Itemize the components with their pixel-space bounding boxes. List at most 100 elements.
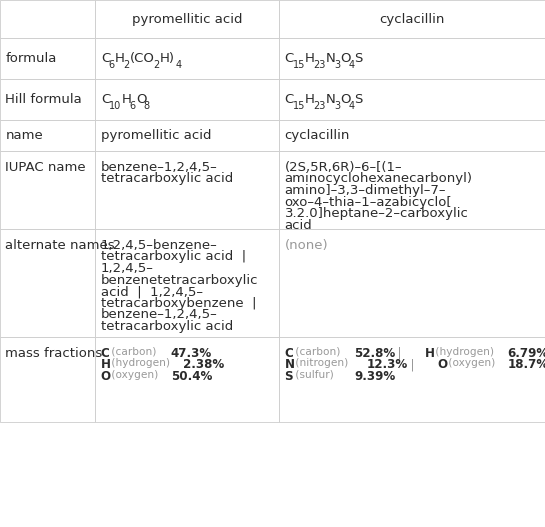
Bar (95, 0, 279, 38)
Text: pyromellitic acid: pyromellitic acid (101, 129, 211, 142)
Text: O: O (438, 358, 447, 372)
Bar (279, 229, 545, 337)
Text: 3: 3 (334, 60, 340, 70)
Text: name: name (5, 129, 43, 142)
Text: 18.7%: 18.7% (507, 358, 545, 372)
Text: 50.4%: 50.4% (171, 370, 212, 383)
Text: (hydrogen): (hydrogen) (108, 358, 173, 368)
Text: S: S (354, 93, 363, 106)
Bar (279, 38, 545, 79)
Text: C: C (284, 347, 293, 360)
Text: (nitrogen): (nitrogen) (292, 358, 352, 368)
Text: amino]–3,3–dimethyl–7–: amino]–3,3–dimethyl–7– (284, 184, 446, 197)
Text: acid: acid (284, 219, 312, 232)
Text: benzene–1,2,4,5–: benzene–1,2,4,5– (101, 161, 217, 174)
Text: N: N (326, 52, 336, 65)
Bar (0, 337, 95, 422)
Bar (0, 120, 95, 151)
Text: 9.39%: 9.39% (354, 370, 396, 383)
Text: 2: 2 (123, 60, 130, 70)
Text: 23: 23 (313, 101, 325, 111)
Text: C: C (284, 93, 294, 106)
Text: |: | (390, 347, 409, 360)
Bar (95, 229, 279, 337)
Bar (279, 120, 545, 151)
Text: H: H (425, 347, 435, 360)
Text: H: H (305, 52, 315, 65)
Text: 1,2,4,5–: 1,2,4,5– (101, 262, 154, 275)
Text: C: C (101, 347, 110, 360)
Text: H): H) (160, 52, 175, 65)
Bar (0, 79, 95, 120)
Text: 10: 10 (109, 101, 121, 111)
Text: tetracarboxylic acid: tetracarboxylic acid (101, 172, 233, 186)
Text: Hill formula: Hill formula (5, 93, 82, 106)
Bar (95, 151, 279, 229)
Bar (95, 38, 279, 79)
Text: (oxygen): (oxygen) (445, 358, 498, 368)
Text: 1,2,4,5–benzene–: 1,2,4,5–benzene– (101, 239, 217, 252)
Text: |: | (403, 358, 422, 372)
Bar (279, 337, 545, 422)
Bar (0, 0, 95, 38)
Text: 23: 23 (313, 60, 325, 70)
Text: benzenetetracarboxylic: benzenetetracarboxylic (101, 274, 258, 287)
Text: 4: 4 (348, 60, 354, 70)
Text: C: C (101, 93, 110, 106)
Text: (oxygen): (oxygen) (108, 370, 162, 380)
Text: 6: 6 (130, 101, 136, 111)
Text: aminocyclohexanecarbonyl): aminocyclohexanecarbonyl) (284, 172, 473, 186)
Text: formula: formula (5, 52, 57, 65)
Text: tetracarboxylic acid  |: tetracarboxylic acid | (101, 250, 246, 264)
Text: (none): (none) (284, 239, 328, 252)
Bar (279, 79, 545, 120)
Text: 2: 2 (154, 60, 160, 70)
Text: pyromellitic acid: pyromellitic acid (132, 13, 243, 26)
Text: acid  |  1,2,4,5–: acid | 1,2,4,5– (101, 285, 203, 298)
Text: O: O (136, 93, 147, 106)
Text: S: S (284, 370, 293, 383)
Text: H: H (305, 93, 315, 106)
Bar (0, 151, 95, 229)
Bar (279, 151, 545, 229)
Text: (carbon): (carbon) (108, 347, 160, 357)
Text: H: H (115, 52, 125, 65)
Bar (279, 0, 545, 38)
Bar (0, 38, 95, 79)
Text: tetracarboxylic acid: tetracarboxylic acid (101, 320, 233, 333)
Bar (95, 79, 279, 120)
Bar (0, 229, 95, 337)
Text: 47.3%: 47.3% (171, 347, 212, 360)
Text: 3.2.0]heptane–2–carboxylic: 3.2.0]heptane–2–carboxylic (284, 207, 468, 220)
Text: (2S,5R,6R)–6–[(1–: (2S,5R,6R)–6–[(1– (284, 161, 402, 174)
Text: O: O (340, 52, 350, 65)
Text: 8: 8 (144, 101, 150, 111)
Text: tetracarboxybenzene  |: tetracarboxybenzene | (101, 297, 256, 310)
Text: H: H (122, 93, 131, 106)
Text: 15: 15 (293, 60, 305, 70)
Text: benzene–1,2,4,5–: benzene–1,2,4,5– (101, 308, 217, 321)
Text: oxo–4–thia–1–azabicyclo[: oxo–4–thia–1–azabicyclo[ (284, 196, 452, 209)
Text: C: C (284, 52, 294, 65)
Text: 2.38%: 2.38% (183, 358, 225, 372)
Text: (CO: (CO (130, 52, 154, 65)
Text: C: C (101, 52, 110, 65)
Text: 4: 4 (348, 101, 354, 111)
Bar (95, 337, 279, 422)
Text: 3: 3 (334, 101, 340, 111)
Text: 6.79%: 6.79% (507, 347, 545, 360)
Text: 4: 4 (176, 60, 182, 70)
Text: 15: 15 (293, 101, 305, 111)
Text: (hydrogen): (hydrogen) (432, 347, 498, 357)
Text: IUPAC name: IUPAC name (5, 161, 86, 174)
Text: O: O (340, 93, 350, 106)
Text: 12.3%: 12.3% (367, 358, 408, 372)
Text: mass fractions: mass fractions (5, 347, 102, 360)
Text: N: N (284, 358, 294, 372)
Text: N: N (326, 93, 336, 106)
Text: (sulfur): (sulfur) (292, 370, 337, 380)
Text: 6: 6 (109, 60, 115, 70)
Text: S: S (354, 52, 363, 65)
Text: (carbon): (carbon) (292, 347, 343, 357)
Text: alternate names: alternate names (5, 239, 115, 252)
